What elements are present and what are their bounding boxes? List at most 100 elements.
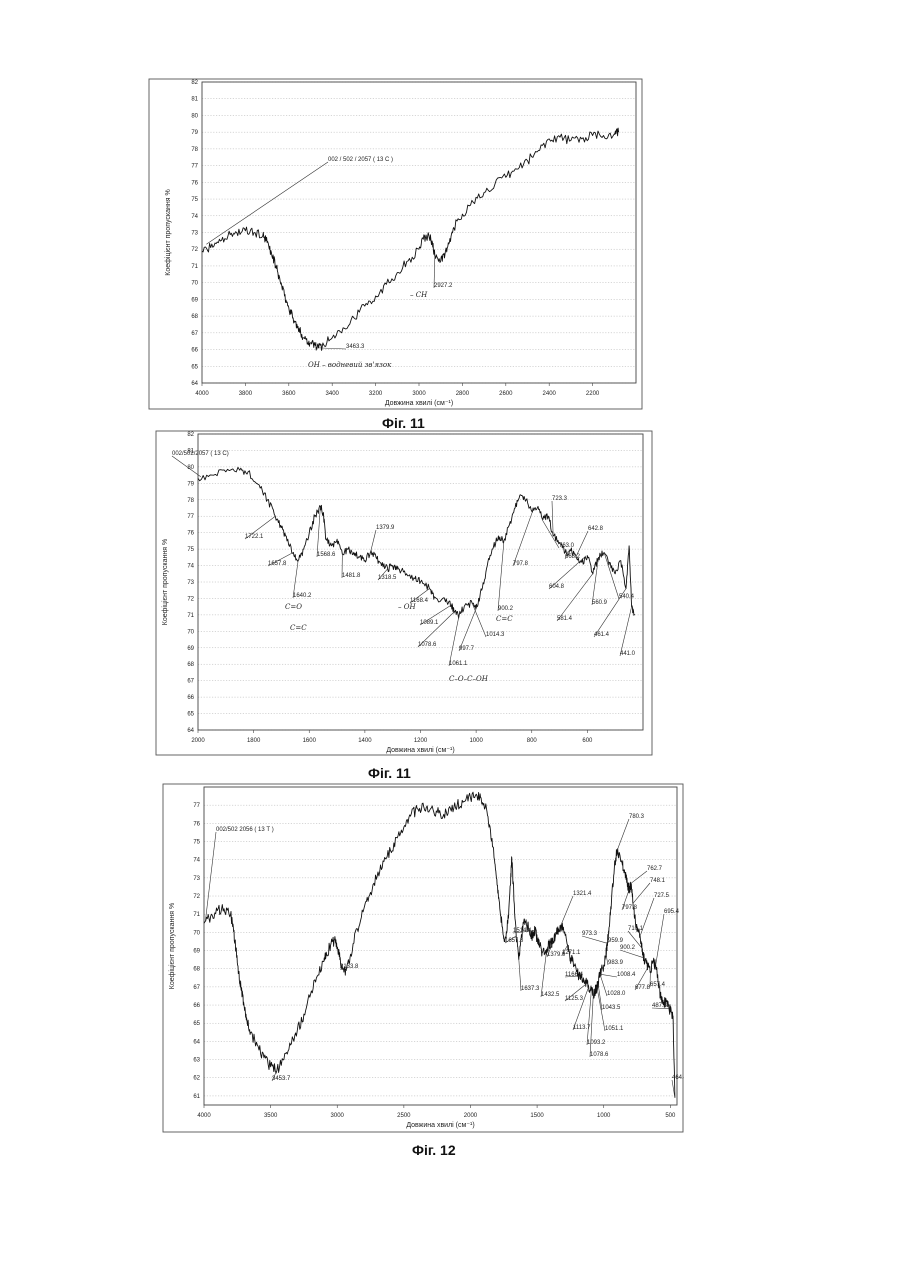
- y-tick-label: 70: [191, 281, 198, 287]
- peak-label: 2927.2: [434, 283, 453, 289]
- peak-label: 1640.2: [293, 593, 312, 599]
- x-tick-label: 3200: [369, 391, 383, 397]
- peak-label: 763.0: [559, 543, 575, 549]
- x-tick-label: 3000: [331, 1113, 345, 1119]
- peak-label: 1093.2: [587, 1040, 606, 1046]
- peak-label: 1379.9: [376, 525, 395, 531]
- y-tick-label: 75: [191, 197, 198, 203]
- y-tick-label: 81: [191, 97, 198, 103]
- chart-panel-3: 6162636465666768697071727374757677400035…: [162, 783, 684, 1133]
- y-tick-label: 75: [193, 840, 200, 846]
- y-tick-label: 65: [187, 712, 194, 718]
- peak-label: 1271.1: [562, 950, 581, 956]
- y-tick-label: 66: [191, 348, 198, 354]
- annotation-leader-line: [594, 589, 626, 637]
- annotation-leader-line: [498, 541, 504, 611]
- peak-label: 997.7: [459, 646, 475, 652]
- annotation-leader-line: [604, 552, 619, 599]
- chart-panel-2: 6465666768697071727374757677787980818220…: [155, 430, 653, 756]
- annotation-leader-line: [472, 603, 486, 637]
- annotation-leader-line: [582, 936, 607, 943]
- peak-label: 1061.1: [449, 661, 468, 667]
- chart-outer-frame: [149, 79, 642, 409]
- y-tick-label: 69: [187, 646, 194, 652]
- x-tick-label: 2000: [464, 1113, 478, 1119]
- y-tick-label: 78: [187, 498, 194, 504]
- y-tick-label: 76: [191, 180, 198, 186]
- ir-spectrum-chart-1: 6465666768697071727374757677787980818240…: [148, 78, 643, 410]
- series-label: 002/502 2056 ( 13 Т ): [216, 827, 274, 833]
- x-tick-label: 2600: [499, 391, 513, 397]
- x-tick-label: 800: [527, 738, 538, 744]
- annotation-leader-line: [600, 974, 617, 977]
- handwritten-note: ОН – водневий зв'язок: [308, 361, 392, 369]
- peak-label: 1657.8: [268, 561, 287, 567]
- x-tick-label: 3600: [282, 391, 296, 397]
- annotation-leader-line: [633, 883, 650, 903]
- peak-label: 1043.5: [602, 1005, 621, 1011]
- y-tick-label: 72: [191, 247, 198, 253]
- peak-label: 1481.8: [342, 573, 361, 579]
- spectrum-line: [202, 128, 619, 350]
- peak-label: 1028.0: [607, 991, 626, 997]
- peak-label: 464.4: [672, 1075, 684, 1081]
- y-tick-label: 77: [193, 803, 200, 809]
- y-tick-label: 70: [187, 629, 194, 635]
- annotation-leader-line: [541, 954, 546, 997]
- peak-label: 461.4: [594, 632, 610, 638]
- x-axis-label: Довжина хвилі (см⁻¹): [386, 746, 454, 754]
- peak-label: 748.1: [650, 878, 666, 884]
- peak-label: 1078.6: [590, 1052, 609, 1058]
- x-tick-label: 3500: [264, 1113, 278, 1119]
- y-tick-label: 68: [187, 662, 194, 668]
- y-tick-label: 64: [193, 1039, 200, 1045]
- peak-label: 959.9: [608, 938, 624, 944]
- y-tick-label: 77: [191, 164, 198, 170]
- x-tick-label: 1500: [530, 1113, 544, 1119]
- y-tick-label: 75: [187, 547, 194, 553]
- y-tick-label: 67: [187, 679, 194, 685]
- x-tick-label: 2800: [456, 391, 470, 397]
- peak-label: 723.3: [552, 496, 568, 502]
- y-tick-label: 69: [191, 297, 198, 303]
- peak-label: 3463.3: [346, 344, 365, 350]
- annotation-leader-line: [172, 456, 201, 477]
- y-tick-label: 72: [193, 894, 200, 900]
- peak-label: 695.4: [664, 909, 680, 915]
- handwritten-note: С=О: [285, 603, 302, 611]
- y-tick-label: 76: [187, 531, 194, 537]
- y-tick-label: 68: [191, 314, 198, 320]
- y-tick-label: 74: [193, 858, 200, 864]
- peak-label: 797.8: [513, 561, 529, 567]
- x-tick-label: 2500: [397, 1113, 411, 1119]
- y-tick-label: 71: [193, 912, 200, 918]
- annotation-leader-line: [561, 896, 573, 925]
- peak-label: 1014.3: [486, 632, 505, 638]
- peak-label: 3453.7: [272, 1076, 291, 1082]
- peak-label: 1657.8: [505, 938, 524, 944]
- peak-label: 604.8: [549, 584, 565, 590]
- peak-label: 1051.1: [605, 1026, 624, 1032]
- peak-label: 1078.6: [418, 642, 437, 648]
- annotation-leader-line: [206, 162, 328, 244]
- y-tick-label: 65: [191, 364, 198, 370]
- annotation-leader-line: [459, 607, 477, 651]
- series-label: 002/502/2057 ( 13 С): [172, 451, 229, 457]
- y-tick-label: 80: [191, 113, 198, 119]
- chart-panel-1: 6465666768697071727374757677787980818240…: [148, 78, 643, 410]
- y-tick-label: 64: [191, 381, 198, 387]
- annotation-leader-line: [319, 348, 346, 349]
- handwritten-note: С–О–С–ОН: [449, 675, 489, 683]
- y-tick-label: 66: [187, 695, 194, 701]
- x-tick-label: 4000: [197, 1113, 211, 1119]
- peak-label: 487.8: [652, 1003, 668, 1009]
- ir-spectrum-chart-2: 6465666768697071727374757677787980818220…: [155, 430, 653, 756]
- x-tick-label: 1400: [358, 738, 372, 744]
- handwritten-note: – ОН: [398, 603, 416, 611]
- peak-label: 1568.6: [317, 552, 336, 558]
- x-tick-label: 2200: [586, 391, 600, 397]
- y-tick-label: 68: [193, 967, 200, 973]
- x-tick-label: 500: [665, 1113, 676, 1119]
- y-tick-label: 73: [187, 580, 194, 586]
- peak-label: 1722.1: [245, 534, 264, 540]
